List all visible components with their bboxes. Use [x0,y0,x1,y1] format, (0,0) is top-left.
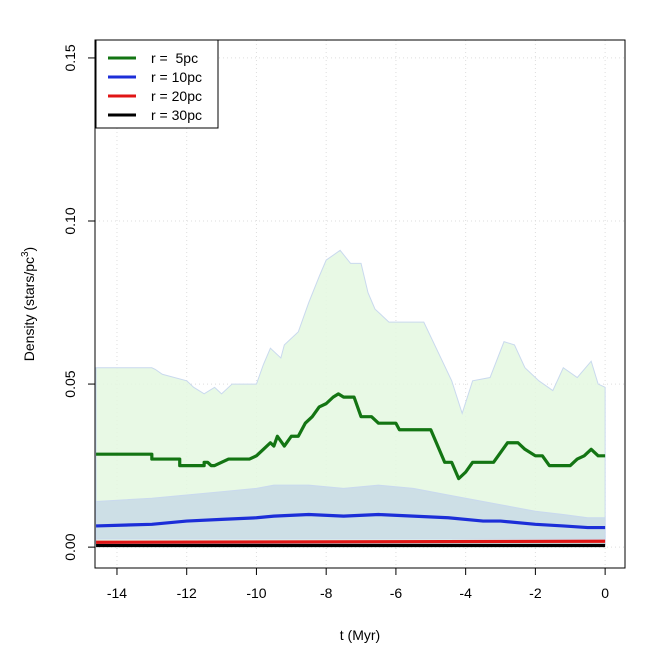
x-tick-label: -8 [320,585,333,601]
band [95,484,606,540]
y-tick-label: 0.05 [62,370,78,397]
y-axis-label-part: Density (stars/pc [21,257,37,361]
line [96,539,606,544]
legend-label: r = 5pc [151,50,198,66]
line [95,512,606,530]
line [96,392,606,481]
y-tick-label: 0.00 [62,533,78,560]
y-tick-label: 0.10 [62,207,78,234]
x-tick-label: -6 [390,585,403,601]
legend-box [95,39,219,129]
x-tick-label: -10 [246,585,266,601]
x-tick-label: 0 [601,585,609,601]
y-axis-label-sup: 3 [20,251,31,257]
x-axis-label: t (Myr) [340,627,380,643]
x-tick-label: -12 [177,585,197,601]
x-tick-label: -4 [459,585,472,601]
y-axis-label: Density (stars/pc3) [20,247,37,361]
x-tick-label: -14 [107,585,127,601]
legend-label: r = 30pc [151,107,202,123]
legend-label: r = 20pc [151,88,202,104]
legend-label: r = 10pc [151,69,202,85]
plot-area [95,40,625,568]
y-axis-label-part: ) [21,247,37,252]
plot-frame [94,39,626,569]
y-tick-label: 0.15 [62,44,78,71]
x-tick-label: -2 [529,585,542,601]
